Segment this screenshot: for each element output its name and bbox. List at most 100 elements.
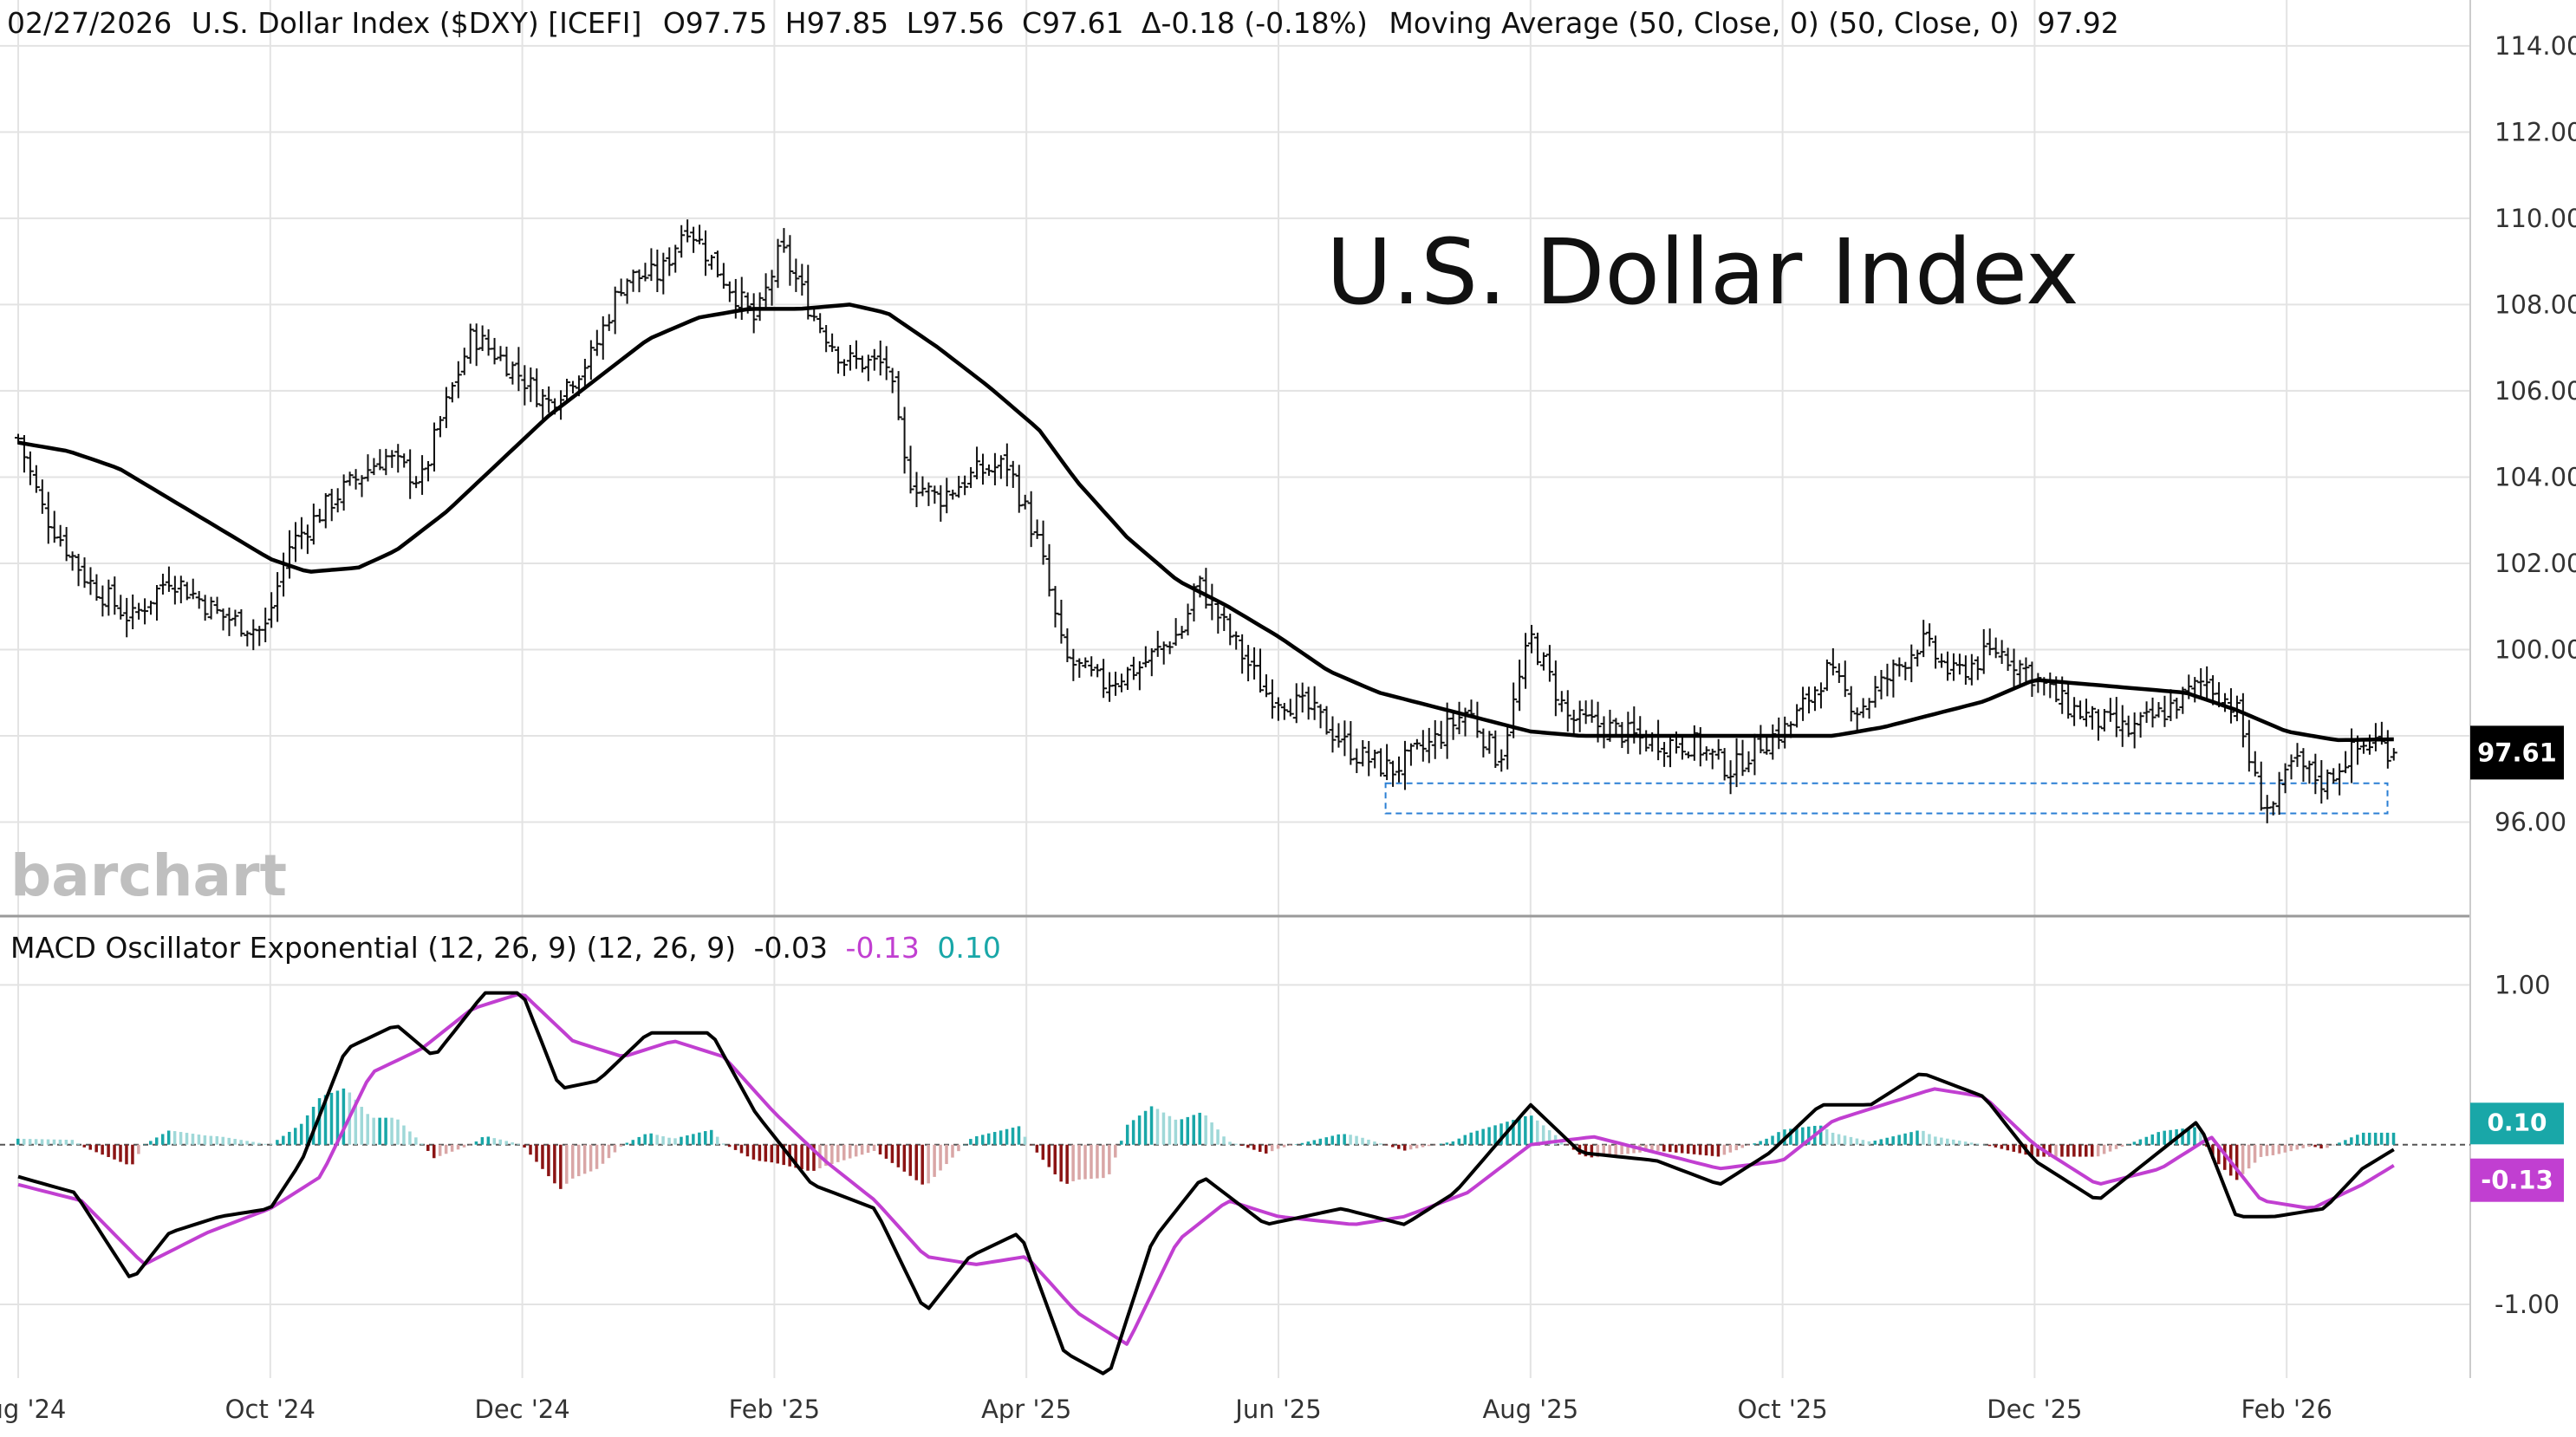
ohlc-bar <box>1245 645 1252 682</box>
ohlc-bar <box>2384 730 2391 769</box>
x-tick-label: Oct '24 <box>225 1395 315 1424</box>
ohlc-bar <box>961 475 969 496</box>
macd-histogram-bar <box>1608 1144 1611 1156</box>
macd-histogram-bar <box>1849 1136 1853 1145</box>
macd-histogram-bar <box>1765 1138 1768 1145</box>
macd-histogram-bar <box>890 1144 894 1163</box>
macd-histogram-bar <box>1994 1144 1998 1148</box>
macd-histogram-bar <box>2156 1132 2160 1145</box>
ohlc-bar <box>587 340 595 380</box>
macd-histogram-bar <box>2338 1142 2341 1145</box>
ohlc-bar <box>1486 731 1493 754</box>
x-tick-label: Feb '25 <box>729 1395 820 1424</box>
macd-histogram-bar <box>402 1125 406 1145</box>
macd-histogram-bar <box>2054 1144 2058 1157</box>
macd-histogram-bar <box>902 1144 907 1172</box>
macd-histogram-bar <box>1951 1139 1955 1145</box>
ohlc-bar <box>1419 730 1427 762</box>
ohlc-bar <box>1763 734 1771 755</box>
macd-histogram-bar <box>1818 1125 1823 1145</box>
macd-histogram-bar <box>655 1135 659 1145</box>
ohlc-bar <box>949 489 957 500</box>
macd-histogram-bar <box>462 1144 466 1148</box>
ohlc-bar <box>841 359 849 376</box>
ohlc-bar <box>666 247 673 276</box>
macd-histogram-bar <box>1987 1144 1992 1147</box>
macd-histogram-bar <box>1879 1139 1883 1145</box>
macd-histogram-bar <box>727 1144 732 1148</box>
macd-histogram-bar <box>576 1144 581 1177</box>
macd-histogram-bar <box>1343 1134 1346 1145</box>
macd-histogram-bar <box>2078 1144 2082 1157</box>
ohlc-bar <box>846 345 854 371</box>
macd-histogram-bar <box>2385 1132 2390 1145</box>
ohlc-bar <box>87 567 94 595</box>
ohlc-bar <box>1504 724 1512 770</box>
ohlc-bar <box>955 476 963 498</box>
macd-histogram-bar <box>1379 1143 1382 1145</box>
macd-histogram-bar <box>1716 1144 1721 1157</box>
ohlc-bar <box>1714 738 1722 760</box>
macd-histogram-bar <box>1843 1135 1847 1145</box>
ohlc-bar <box>756 292 764 322</box>
ohlc-bar <box>2281 763 2289 794</box>
macd-histogram-bar <box>2223 1144 2227 1170</box>
macd-histogram-bar <box>70 1140 75 1145</box>
ohlc-bar <box>286 530 294 579</box>
macd-histogram-bar <box>2085 1144 2088 1157</box>
ohlc-bar <box>1383 744 1391 781</box>
ohlc-bar <box>1841 660 1849 698</box>
ohlc-bar <box>1847 686 1855 722</box>
ohlc-bar <box>1775 717 1783 750</box>
ohlc-bar <box>1811 686 1818 712</box>
ohlc-bar <box>1298 682 1306 713</box>
ohlc-bar <box>62 527 70 562</box>
macd-histogram-bar <box>1318 1138 1323 1145</box>
macd-histogram-bar <box>16 1138 20 1145</box>
ohlc-bar <box>1949 653 1957 681</box>
ohlc-bar <box>1926 623 1934 647</box>
x-tick-label: Dec '25 <box>1987 1395 2082 1424</box>
macd-histogram-bar <box>1349 1135 1352 1145</box>
ohlc-bar <box>1148 647 1155 677</box>
macd-badges: 0.10 -0.13 <box>2470 1102 2564 1202</box>
macd-histogram-bar <box>1891 1136 1895 1145</box>
ohlc-bar <box>2022 657 2030 683</box>
ohlc-bar <box>979 453 987 485</box>
last-price-badge-text: 97.61 <box>2477 738 2557 767</box>
macd-histogram-bar <box>1240 1144 1244 1147</box>
macd-histogram-bar <box>2367 1132 2371 1145</box>
ohlc-bar <box>153 585 160 621</box>
ohlc-bar <box>894 371 902 420</box>
ohlc-bar <box>2065 684 2072 719</box>
macd-histogram-bar <box>2102 1144 2106 1154</box>
ohlc-bar <box>1551 660 1559 717</box>
macd-histogram-bar <box>390 1117 394 1145</box>
macd-histogram-bar <box>565 1144 569 1184</box>
macd-histogram-bar <box>1125 1124 1129 1145</box>
ohlc-bar <box>1142 646 1149 667</box>
ohlc-bar <box>334 488 342 513</box>
macd-histogram-bar <box>1402 1144 1407 1151</box>
macd-histogram-bar <box>1837 1134 1841 1145</box>
ohlc-bar <box>2088 705 2096 730</box>
ohlc-bar <box>1280 703 1288 720</box>
macd-label: MACD Oscillator Exponential (12, 26, 9) … <box>10 931 736 965</box>
ohlc-bar <box>2083 699 2091 727</box>
macd-histogram-badge-box <box>2470 1102 2564 1145</box>
macd-histogram-bar <box>480 1137 485 1145</box>
x-tick-label: Aug '24 <box>0 1395 66 1424</box>
ohlc-bar <box>1220 607 1228 632</box>
macd-histogram-bar <box>2096 1144 2100 1157</box>
macd-histogram-bar <box>517 1143 520 1145</box>
macd-histogram-bar <box>1083 1144 1087 1180</box>
ohlc-bar <box>1727 760 1734 795</box>
macd-histogram-bar <box>1728 1144 1733 1153</box>
ohlc-bar <box>1968 653 1975 686</box>
ohlc-bar <box>2118 705 2126 747</box>
ohlc-bar <box>738 276 745 321</box>
ohlc-bar <box>1528 624 1536 653</box>
macd-histogram-bar <box>1487 1127 1491 1145</box>
macd-histogram-bar <box>951 1144 954 1158</box>
macd-histogram-bar <box>2326 1144 2329 1148</box>
